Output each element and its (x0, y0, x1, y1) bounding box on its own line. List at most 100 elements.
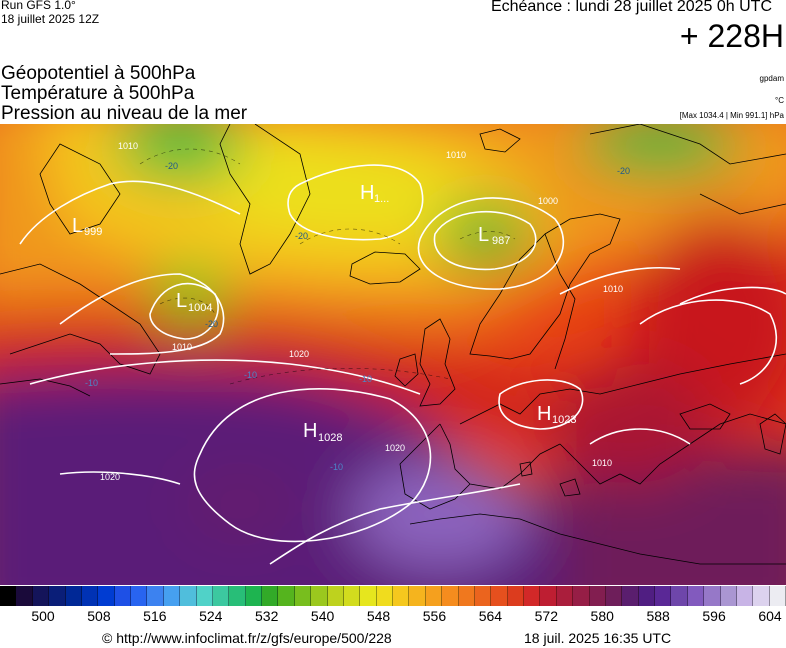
colorbar-swatch (212, 586, 230, 606)
pressure-centre-letter: H (537, 403, 551, 425)
isobar-label: 1010 (603, 284, 623, 294)
colorbar-swatch (147, 586, 164, 606)
pressure-centre-value: 999 (84, 226, 102, 238)
colorbar-swatch (245, 586, 262, 606)
colorbar-swatch (736, 586, 754, 606)
pressure-centre-value: 1... (374, 193, 389, 205)
temperature-label: -10 (330, 462, 343, 472)
colorbar-swatch (180, 586, 197, 606)
colorbar-swatch (720, 586, 737, 606)
pressure-centre-value: 987 (492, 235, 510, 247)
pressure-centre-letter: H (360, 182, 374, 204)
pressure-centre-value: 1023 (552, 414, 576, 426)
weather-map: L 999 L 1004 H 1028 H 1023 L 987 H 1... … (0, 124, 786, 585)
colorbar-label: 572 (534, 608, 558, 624)
colorbar-swatch (474, 586, 492, 606)
colorbar-swatch (540, 586, 557, 606)
colorbar-labels: 500 508 516 524 532 540 548 556 564 572 580 588 596 6… (0, 608, 786, 626)
colorbar-label: 604 (758, 608, 782, 624)
colorbar-swatch (278, 586, 295, 606)
isobar-label: 1020 (385, 443, 405, 453)
colorbar-swatch (605, 586, 623, 606)
temperature-label: -20 (295, 231, 308, 241)
colorbar-swatch (393, 586, 410, 606)
colorbar-swatch (16, 586, 33, 606)
colorbar-swatch (622, 586, 639, 606)
temperature-label: -10 (359, 374, 372, 384)
colorbar-swatch (131, 586, 148, 606)
pressure-centre-letter: L (72, 215, 83, 237)
colorbar-swatch (311, 586, 328, 606)
colorbar-label: 532 (255, 608, 279, 624)
colorbar-swatch (376, 586, 393, 606)
unit-geopotential: gpdam (759, 74, 784, 83)
colorbar-swatch (491, 586, 508, 606)
colorbar-swatch (409, 586, 426, 606)
parameter-temperature: Température à 500hPa (1, 83, 195, 104)
colorbar-label: 508 (87, 608, 111, 624)
colorbar-swatch (753, 586, 770, 606)
temperature-label: -20 (617, 166, 630, 176)
colorbar-swatch (589, 586, 606, 606)
colorbar-label: 548 (366, 608, 391, 624)
colorbar-swatch (294, 586, 312, 606)
isobar-label: 1010 (446, 150, 466, 160)
colorbar-swatch (425, 586, 443, 606)
temperature-label: -20 (205, 319, 218, 329)
temperature-label: -20 (165, 161, 178, 171)
lead-time: + 228H (679, 18, 784, 54)
isobar-label: 1010 (118, 141, 138, 151)
temperature-label: -10 (85, 378, 98, 388)
colorbar-swatch (638, 586, 655, 606)
colorbar-swatch (81, 586, 99, 606)
colorbar-label: 500 (31, 608, 55, 624)
isobar-label: 1010 (592, 458, 612, 468)
colorbar-label: 596 (702, 608, 726, 624)
colorbar-swatch (32, 586, 50, 606)
timestamp: 18 juil. 2025 16:35 UTC (524, 630, 672, 646)
colorbar-swatch (49, 586, 66, 606)
colorbar-swatch (524, 586, 541, 606)
isobar-label: 1010 (172, 342, 192, 352)
colorbar-swatch (704, 586, 721, 606)
colorbar-swatch (163, 586, 181, 606)
colorbar-swatch (98, 586, 115, 606)
colorbar-swatch (769, 586, 786, 606)
colorbar-swatch (327, 586, 344, 606)
isobar-label: 1020 (100, 472, 120, 482)
colorbar-swatch (0, 586, 17, 606)
colorbar-swatch (229, 586, 246, 606)
run-title: Run GFS 1.0° (1, 0, 76, 12)
isobar-label: 1020 (289, 349, 309, 359)
colorbar-swatch (507, 586, 524, 606)
colorbar-swatch (262, 586, 279, 606)
valid-time: Echéance : lundi 28 juillet 2025 0h UTC (490, 0, 772, 15)
colorbar (0, 586, 786, 606)
colorbar-swatch (196, 586, 213, 606)
colorbar-swatch (442, 586, 459, 606)
copyright: © http://www.infoclimat.fr/z/gfs/europe/… (102, 630, 392, 646)
colorbar-swatch (65, 586, 82, 606)
colorbar-swatch (655, 586, 672, 606)
parameter-geopotential: Géopotentiel à 500hPa (1, 63, 196, 84)
colorbar-label: 588 (646, 608, 670, 624)
run-date: 18 juillet 2025 12Z (1, 12, 100, 26)
colorbar-label: 564 (478, 608, 503, 624)
colorbar-label: 540 (310, 608, 335, 624)
colorbar-label: 524 (199, 608, 223, 624)
colorbar-swatch (687, 586, 705, 606)
parameter-pressure: Pression au niveau de la mer (1, 103, 248, 124)
pressure-centre-letter: H (303, 420, 317, 442)
colorbar-label: 516 (143, 608, 167, 624)
pressure-extremes: [Max 1034.4 | Min 991.1] hPa (679, 111, 784, 120)
colorbar-label: 556 (422, 608, 447, 624)
colorbar-swatch (556, 586, 574, 606)
colorbar-swatch (360, 586, 377, 606)
unit-temperature: °C (775, 96, 784, 105)
pressure-centre-value: 1004 (188, 302, 212, 314)
pressure-centre-letter: L (176, 290, 187, 312)
colorbar-swatch (573, 586, 590, 606)
colorbar-label: 580 (590, 608, 614, 624)
colorbar-swatch (458, 586, 475, 606)
pressure-centre-letter: L (478, 224, 489, 246)
